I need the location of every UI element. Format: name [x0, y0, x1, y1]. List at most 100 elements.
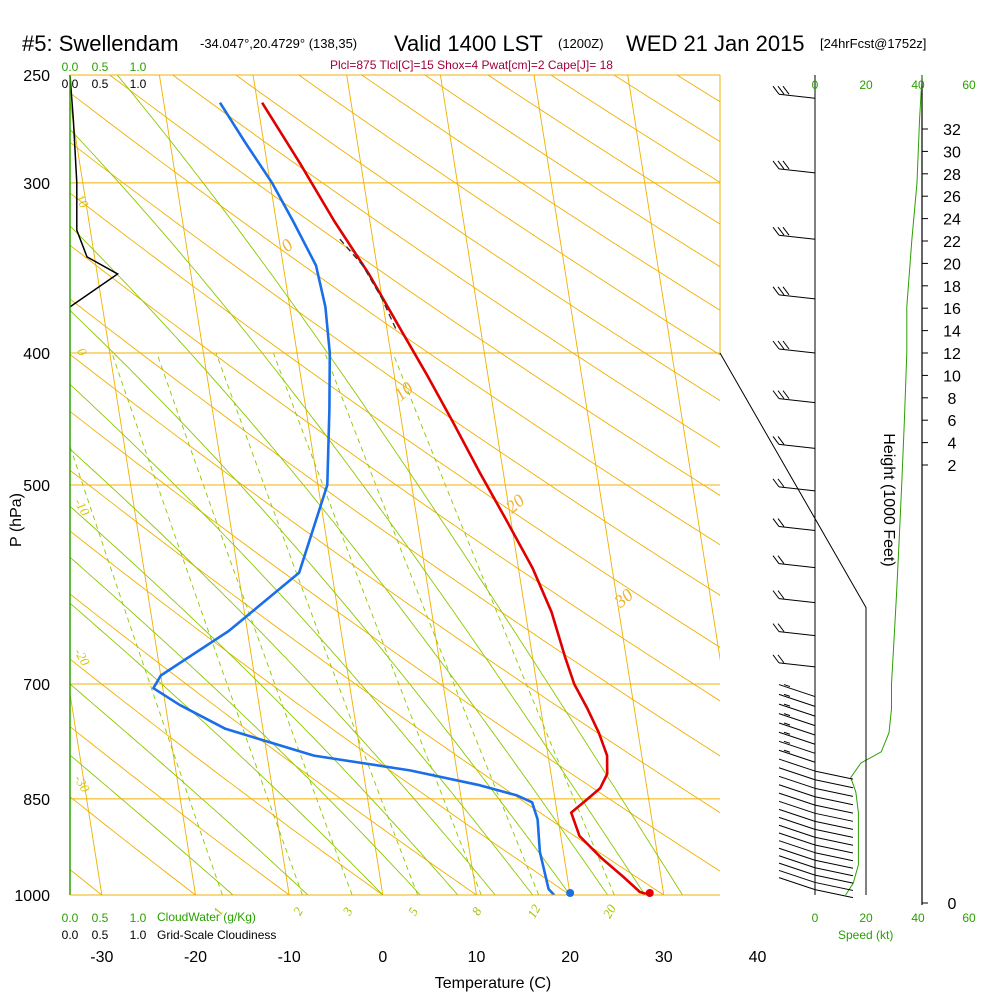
- wind-barb-flag: [778, 684, 786, 688]
- mixing-ratio-line: [111, 352, 303, 895]
- wind-barb-flag: [772, 478, 780, 488]
- wind-barb: [778, 713, 816, 727]
- wind-barb-lower: [814, 796, 854, 806]
- wind-barb-flag: [778, 824, 786, 828]
- dry-adiabat-line: [70, 92, 720, 546]
- cloud-top-green-tick: 0.5: [92, 60, 109, 74]
- wind-barb-lower: [814, 881, 854, 891]
- surface-temperature-point: [645, 889, 654, 897]
- isotherm-label: 30: [610, 585, 637, 613]
- wind-barb-flag: [777, 623, 785, 632]
- dry-adiabat-line: [172, 75, 720, 448]
- wind-barb-staff: [778, 443, 816, 449]
- wind-barb-staff: [778, 93, 816, 99]
- wind-barb: [772, 390, 816, 404]
- moist-adiabat-line: [70, 225, 608, 895]
- wind-barb-flag: [777, 160, 785, 170]
- wind-barb-flag: [778, 740, 786, 744]
- cloud-top-black-tick: 1.0: [130, 77, 147, 91]
- wind-barb: [772, 436, 816, 449]
- wind-barb: [778, 855, 854, 877]
- x-tick-label: -20: [184, 949, 207, 966]
- wind-barb: [772, 590, 816, 604]
- wind-barb-flag: [778, 731, 786, 735]
- isotherm-label: 10: [390, 378, 417, 405]
- surface-dewpoint-point: [566, 889, 575, 897]
- wind-barb-flag: [772, 85, 780, 95]
- wind-barb-flag: [782, 390, 790, 399]
- wind-barb: [778, 749, 816, 763]
- wind-barb-flag: [777, 654, 785, 664]
- wind-barb-flag: [772, 226, 780, 236]
- height-tick-label: 2: [948, 458, 957, 475]
- wind-barb-flag: [772, 654, 780, 664]
- height-tick-label: 6: [948, 413, 957, 430]
- wind-barb-flag: [777, 286, 785, 296]
- wind-barb-flag: [783, 693, 791, 697]
- wind-barb-flag: [782, 286, 790, 296]
- wind-barb-flag: [778, 847, 786, 851]
- height-tick-label: 8: [948, 391, 957, 408]
- dry-adiabat-line: [235, 75, 720, 402]
- wind-barb-staff: [784, 705, 816, 717]
- wind-barb-staff: [784, 834, 816, 846]
- wind-barb: [778, 693, 816, 707]
- height-tick-label: 30: [943, 144, 961, 161]
- wind-barb: [772, 160, 816, 174]
- wind-barb-lower: [814, 844, 854, 854]
- wind-barb-flag: [777, 390, 785, 399]
- height-tick-label: 26: [943, 189, 961, 206]
- wind-barb-lower: [814, 828, 854, 838]
- wind-barb: [778, 758, 854, 780]
- height-tick-label: 4: [948, 436, 957, 453]
- moist-adiabat-line: [70, 383, 534, 895]
- wind-barb-staff: [784, 686, 816, 698]
- wind-barb-staff: [784, 724, 816, 736]
- height-tick-label: 28: [943, 167, 961, 184]
- wind-barb-flag: [777, 85, 785, 95]
- wind-barb-flag: [783, 703, 791, 707]
- y-tick-label: 850: [23, 792, 50, 809]
- wind-barb-lower: [814, 770, 854, 780]
- wind-barb-flag: [778, 775, 786, 779]
- wind-barb-staff: [784, 818, 816, 830]
- wind-barb: [772, 555, 816, 569]
- wind-barb: [778, 703, 816, 717]
- isotherm-line: [70, 690, 103, 895]
- wind-barb-staff: [778, 398, 816, 404]
- wind-barb: [778, 869, 854, 891]
- y-tick-label: 250: [23, 68, 50, 85]
- wind-barb-staff: [784, 769, 816, 781]
- wind-speed-trace: [845, 74, 923, 896]
- wind-barb-flag: [778, 862, 786, 866]
- wind-barb-staff: [778, 526, 816, 532]
- wind-barb-flag: [777, 590, 785, 599]
- wind-barb-lower: [814, 874, 854, 884]
- cloudiness-label: Grid-Scale Cloudiness: [157, 928, 276, 942]
- wind-barb-flag: [772, 590, 780, 599]
- wind-barb-lower: [814, 787, 854, 797]
- wind-barb: [772, 478, 816, 492]
- wind-bottom-tick: 0: [812, 911, 819, 925]
- wind-barb: [778, 722, 816, 736]
- wind-barb: [778, 792, 854, 814]
- mixing-ratio-line: [324, 352, 540, 895]
- isotherm-label: 20: [502, 490, 529, 517]
- mixing-ratio-line: [392, 352, 615, 895]
- wind-barb-flag: [778, 693, 786, 697]
- wind-barb-flag: [778, 855, 786, 859]
- height-tick-label: 14: [943, 324, 961, 341]
- dry-adiabat-line: [70, 725, 290, 895]
- wind-barb-flag: [777, 555, 785, 564]
- height-tick-label: 24: [943, 212, 961, 229]
- wind-bottom-tick: 20: [859, 911, 873, 925]
- cloud-bottom-black-tick: 0.0: [62, 928, 79, 942]
- wind-barb-staff: [784, 849, 816, 861]
- moist-adiabat-line: [70, 556, 421, 895]
- dry-adiabat-line: [70, 593, 477, 895]
- moist-adiabat-line: [70, 754, 234, 895]
- wind-barb-lower: [814, 836, 854, 846]
- wind-barb: [772, 623, 816, 637]
